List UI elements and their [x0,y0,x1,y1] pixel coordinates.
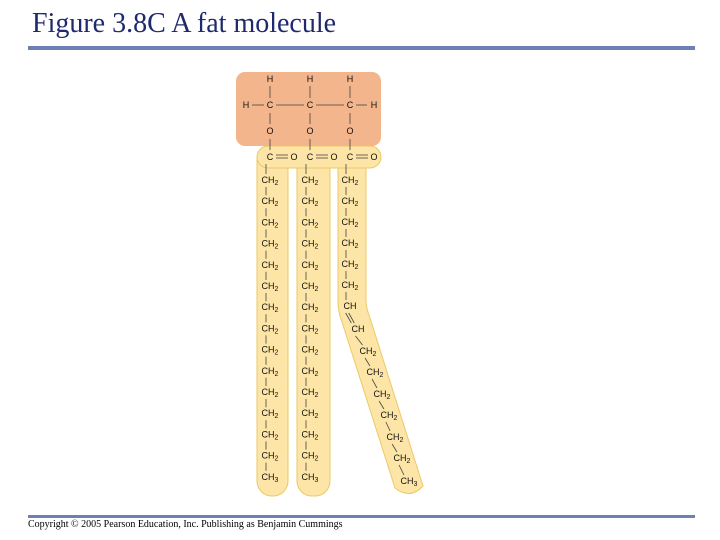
copyright-text: Copyright © 2005 Pearson Education, Inc.… [28,519,343,530]
carbonyl-oxygen-3: O [370,152,377,162]
chain-2-group-4: CH2 [302,239,319,251]
chain-2-group-8: CH2 [302,323,319,335]
chain-2-group-5: CH2 [302,260,319,272]
bond-lines [252,86,405,476]
chain-2-group-11: CH2 [302,387,319,399]
chain-3-bond-14 [391,443,398,453]
chain-1-group-9: CH2 [262,345,279,357]
chain-1-group-11: CH2 [262,387,279,399]
chain-3-bond-10 [364,357,371,367]
chain-1-group-5: CH2 [262,260,279,272]
chain-1-group-1: CH2 [262,175,279,187]
chain-1-group-15: CH3 [262,472,279,484]
carbonyl-oxygen-2: O [330,152,337,162]
chain-1-group-3: CH2 [262,217,279,229]
chain-1-group-2: CH2 [262,196,279,208]
chain-1-group-12: CH2 [262,408,279,420]
chain-2-group-6: CH2 [302,281,319,293]
chain-2-group-15: CH3 [302,472,319,484]
title-rule [28,46,695,50]
molecule-shapes [236,72,424,497]
chain-2-group-2: CH2 [302,196,319,208]
chain-3-group-5: CH2 [342,259,359,271]
chain-3-group-12: CH2 [381,410,398,422]
glycerol-oxygen-3: O [346,126,353,136]
glycerol-top-h-1: H [267,74,274,84]
glycerol-carbon-2: C [307,100,314,110]
chain-1-group-14: CH2 [262,451,279,463]
glycerol-top-h-2: H [307,74,314,84]
chain-2-group-3: CH2 [302,217,319,229]
glycerol-carbon-3: C [347,100,354,110]
chain-3-group-3: CH2 [342,217,359,229]
chain-2-group-13: CH2 [302,429,319,441]
chain-3-bond-15 [398,464,405,476]
chain-1-group-7: CH2 [262,302,279,314]
chain-3-group-13: CH2 [387,432,404,444]
ester-band-shape [256,145,382,169]
chain-3-double-bond-a [345,312,352,324]
chain-2-group-7: CH2 [302,302,319,314]
glycerol-carbon-1: C [267,100,274,110]
chain-3-bond-11 [371,378,378,389]
chain-2-group-14: CH2 [302,451,319,463]
chain-1-group-10: CH2 [262,366,279,378]
chain-3-bond-12 [378,400,385,410]
chain-1-group-8: CH2 [262,323,279,335]
chain-2-group-10: CH2 [302,366,319,378]
chain-3-group-4: CH2 [342,238,359,250]
carbonyl-oxygen-1: O [290,152,297,162]
atom-labels: H H HH HC C CO O OC C CO O OCH2CH2CH2CH2CH2CH2CH2CH… [243,74,418,488]
glycerol-left-h: H [243,100,250,110]
ester-carbon-1: C [267,152,274,162]
chain-2-group-1: CH2 [302,175,319,187]
chain-3-group-6: CH2 [342,280,359,292]
chain-3-group-1: CH2 [342,175,359,187]
chain-3-group-10: CH2 [367,367,384,379]
chain-3-group-15: CH3 [401,476,418,488]
chain-3-group-8: CH [352,324,365,334]
chain-3-bond-13 [385,421,391,432]
glycerol-oxygen-1: O [266,126,273,136]
glycerol-right-h: H [371,100,378,110]
chain-3-group-14: CH2 [394,453,411,465]
footer-rule [28,515,695,518]
ester-carbon-2: C [307,152,314,162]
glycerol-oxygen-2: O [306,126,313,136]
chain-3-group-2: CH2 [342,196,359,208]
chain-3-group-11: CH2 [374,389,391,401]
chain-3-bond-9 [355,335,363,346]
chain-1-group-4: CH2 [262,239,279,251]
chain-3-group-7: CH [344,301,357,311]
ester-carbon-3: C [347,152,354,162]
chain-1-group-6: CH2 [262,281,279,293]
chain-3-double-bond-b [348,312,355,324]
figure-title: Figure 3.8C A fat molecule [32,8,337,39]
chain-3-group-9: CH2 [360,346,377,358]
glycerol-top-h-3: H [347,74,354,84]
glycerol-shape [236,72,381,146]
chain-2-group-12: CH2 [302,408,319,420]
chain-1-group-13: CH2 [262,429,279,441]
chain-2-group-9: CH2 [302,345,319,357]
